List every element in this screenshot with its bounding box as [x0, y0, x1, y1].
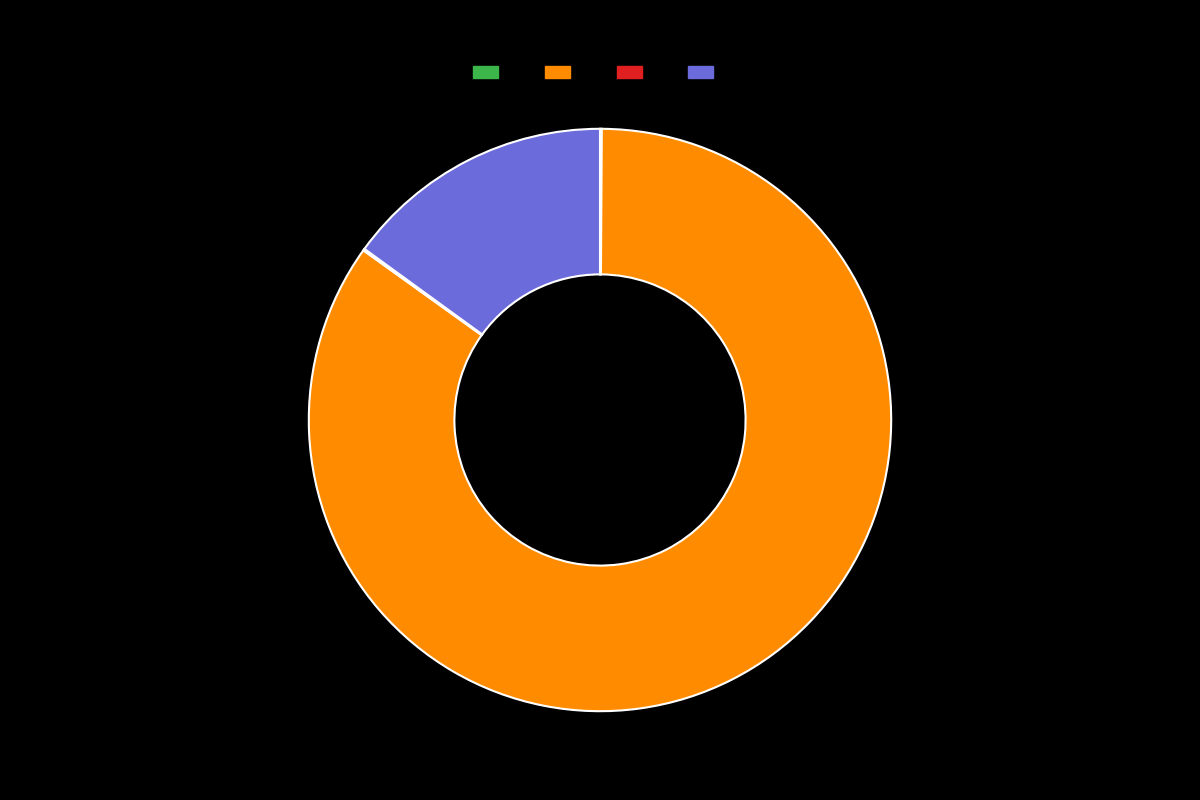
Wedge shape [364, 249, 482, 335]
Wedge shape [365, 129, 600, 334]
Wedge shape [600, 129, 602, 274]
Wedge shape [308, 129, 892, 711]
Legend: , , , : , , , [467, 57, 733, 88]
